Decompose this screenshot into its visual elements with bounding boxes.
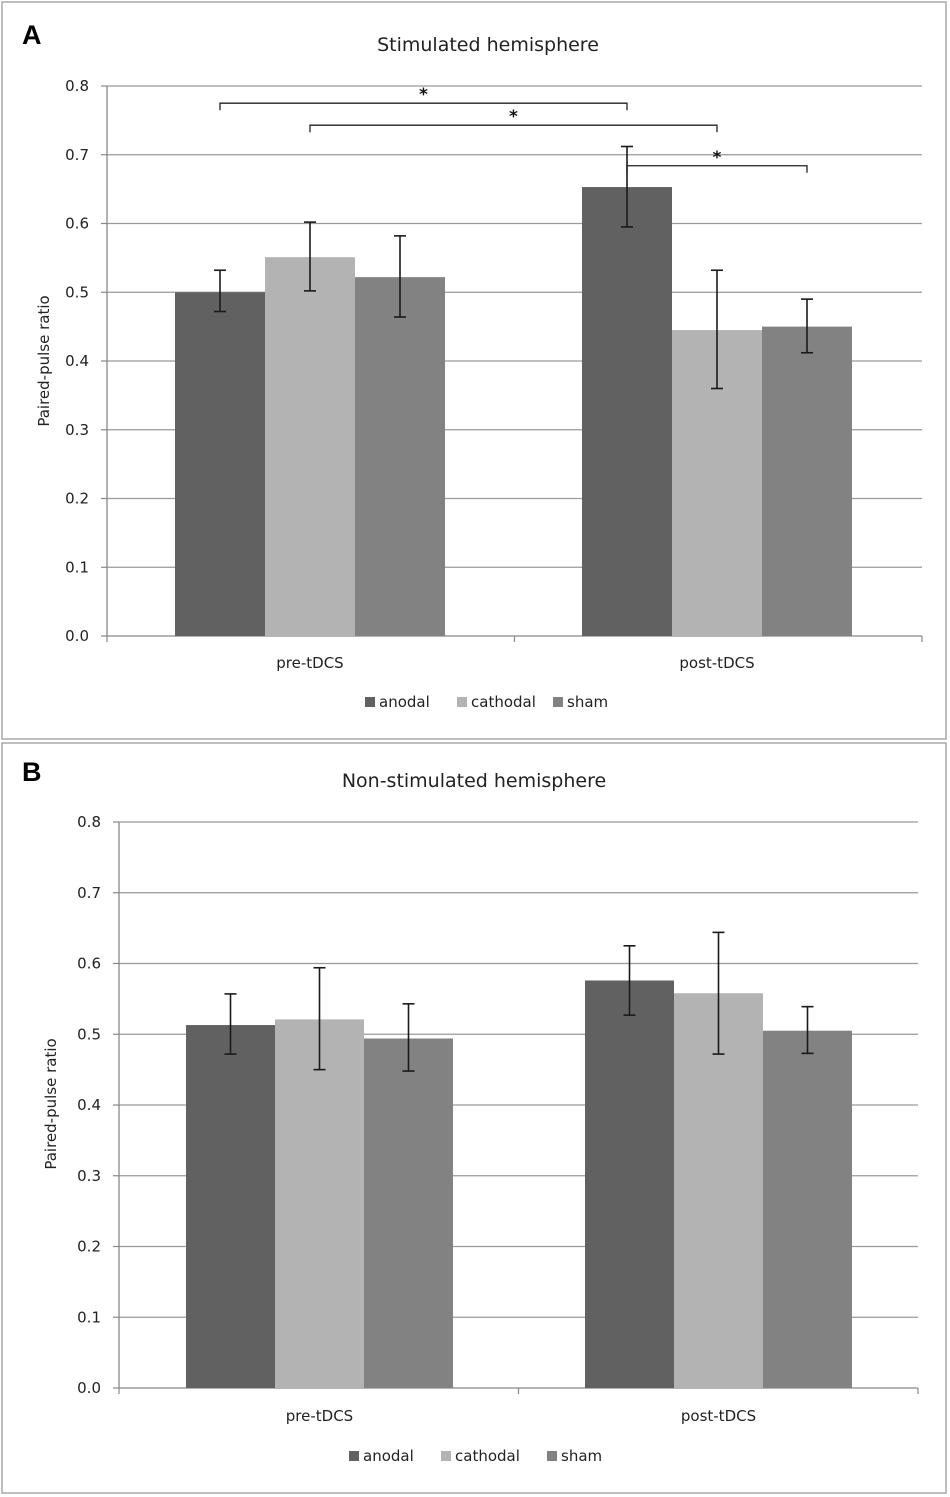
panel-b-category-label: pre-tDCS: [286, 1407, 353, 1425]
panel-a-y-tick-label: 0.3: [65, 421, 89, 439]
panel-b-y-tick-label: 0.7: [77, 884, 101, 902]
panel-b-bars: [186, 980, 852, 1388]
panel-b-bar-cathodal-post: [674, 993, 763, 1388]
panel-a-y-tick-label: 0.5: [65, 283, 89, 301]
panel-b-bar-anodal-pre: [186, 1025, 275, 1388]
panel-b-letter: B: [22, 757, 42, 787]
panel-a-significance-star: *: [509, 107, 518, 127]
panel-b-y-tick-label: 0.0: [77, 1379, 101, 1397]
panel-a-legend-label-anodal: anodal: [379, 693, 430, 711]
panel-a-significance-star: *: [419, 85, 428, 105]
panel-a-legend-label-sham: sham: [567, 693, 608, 711]
panel-b-legend-swatch-anodal: [349, 1451, 359, 1461]
panel-b-error-bars: [224, 931, 814, 1072]
panel-a-y-tick-label: 0.4: [65, 352, 89, 370]
panel-b-bar-sham-post: [763, 1030, 852, 1388]
panel-b-y-tick-label: 0.3: [77, 1167, 101, 1185]
panel-a-significance-bracket: [219, 102, 628, 111]
panel-b-y-axis-label: Paired-pulse ratio: [42, 1038, 60, 1169]
panel-a-letter: A: [22, 20, 42, 50]
panel-b-category-label: post-tDCS: [681, 1407, 756, 1425]
panel-a-y-tick-label: 0.8: [65, 77, 89, 95]
panel-b-y-tick-label: 0.4: [77, 1096, 101, 1114]
panel-a-significance: * * *: [219, 85, 808, 173]
panel-b-bar-sham-pre: [364, 1038, 453, 1388]
panel-a-legend-swatch-anodal: [365, 697, 375, 707]
panel-a-y-tick-label: 0.2: [65, 490, 89, 508]
panel-b-frame: [1, 742, 947, 1494]
panel-a: A Stimulated hemisphere * * * 0.0 0.1 0.2 0.3…: [1, 1, 947, 740]
panel-a-bar-sham-post: [762, 326, 852, 636]
panel-a-legend-swatch-cathodal: [457, 697, 467, 707]
panel-b-title: Non-stimulated hemisphere: [342, 770, 606, 792]
panel-a-legend: anodal cathodal sham: [365, 693, 608, 711]
panel-b-bar-cathodal-pre: [275, 1019, 364, 1388]
panel-b-legend-swatch-sham: [547, 1451, 557, 1461]
panel-b-y-tick-label: 0.8: [77, 813, 101, 831]
panel-a-y-tick-label: 0.7: [65, 146, 89, 164]
panel-a-bar-sham-pre: [355, 277, 445, 636]
panel-a-title: Stimulated hemisphere: [377, 34, 599, 56]
panel-b-legend-label-anodal: anodal: [363, 1447, 414, 1465]
panel-b-legend-label-sham: sham: [561, 1447, 602, 1465]
panel-b-y-tick-label: 0.1: [77, 1308, 101, 1326]
panel-a-significance-star: *: [713, 148, 722, 168]
panel-a-significance-bracket: [626, 165, 808, 173]
panel-b-legend: anodal cathodal sham: [349, 1447, 602, 1465]
panel-a-frame: [1, 1, 947, 740]
panel-a-y-ticks: 0.0 0.1 0.2 0.3 0.4 0.5 0.6 0.7 0.8: [65, 77, 89, 645]
panel-b-bar-anodal-post: [585, 980, 674, 1388]
panel-a-bar-anodal-post: [582, 187, 672, 636]
panel-a-category-labels: pre-tDCS post-tDCS: [276, 654, 754, 672]
panel-a-bars: [175, 187, 852, 636]
panel-a-category-label: pre-tDCS: [276, 654, 343, 672]
panel-a-legend-swatch-sham: [553, 697, 563, 707]
panel-a-category-label: post-tDCS: [679, 654, 754, 672]
panel-a-y-tick-label: 0.6: [65, 215, 89, 233]
panel-b-category-labels: pre-tDCS post-tDCS: [286, 1407, 756, 1425]
panel-a-y-tick-label: 0.0: [65, 627, 89, 645]
panel-a-y-tick-label: 0.1: [65, 558, 89, 576]
panel-a-y-axis-label: Paired-pulse ratio: [35, 295, 53, 426]
panel-a-bar-anodal-pre: [175, 292, 265, 636]
panel-a-error-bars: [214, 145, 813, 390]
panel-a-significance-bracket: [309, 124, 718, 133]
panel-b-y-tick-label: 0.6: [77, 955, 101, 973]
panel-b: B Non-stimulated hemisphere 0.0 0.1 0.2 0.3…: [1, 742, 947, 1494]
panel-b-y-tick-label: 0.5: [77, 1025, 101, 1043]
panel-b-legend-label-cathodal: cathodal: [455, 1447, 520, 1465]
panel-a-legend-label-cathodal: cathodal: [471, 693, 536, 711]
panel-a-bar-cathodal-pre: [265, 257, 355, 636]
panel-b-y-ticks: 0.0 0.1 0.2 0.3 0.4 0.5 0.6 0.7 0.8: [77, 813, 101, 1397]
panel-b-legend-swatch-cathodal: [441, 1451, 451, 1461]
panel-b-y-tick-label: 0.2: [77, 1238, 101, 1256]
